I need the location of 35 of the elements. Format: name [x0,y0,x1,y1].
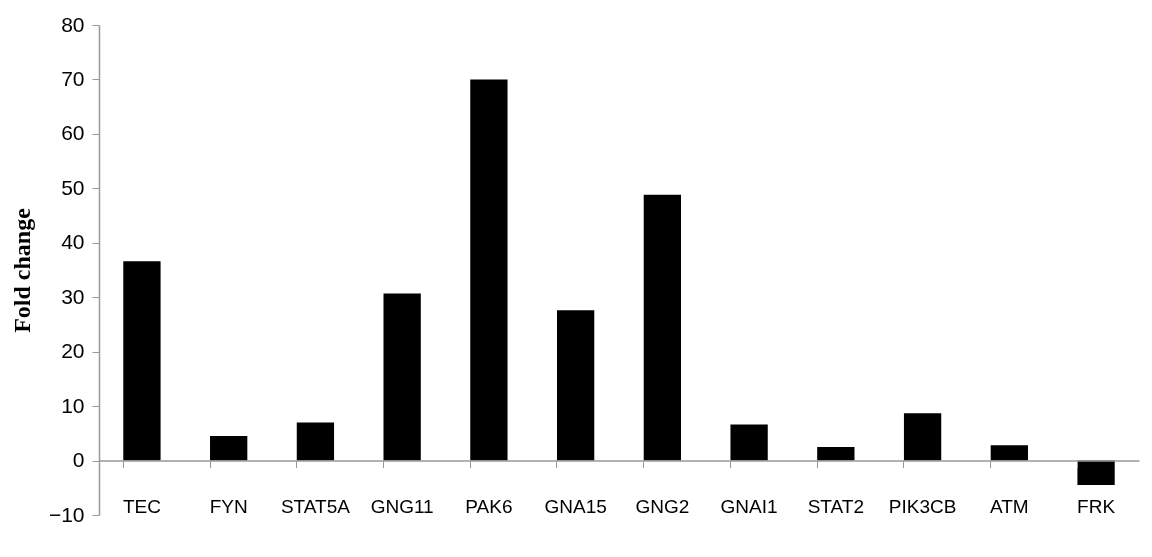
bar [296,422,335,461]
y-tick-label: −10 [48,502,85,526]
x-tick-label: GNG2 [635,496,690,518]
x-tick-label: GNG11 [370,496,434,518]
x-tick-label: PIK3CB [888,496,957,518]
x-tick-label: STAT2 [807,496,864,518]
y-axis-title: Fold change [8,207,35,333]
y-tick-label: 10 [61,393,85,417]
y-tick-label: 40 [61,230,85,254]
bar [817,446,855,461]
y-tick-label: 30 [61,284,85,308]
x-tick-label: GNAI1 [720,496,778,518]
bar [556,310,595,461]
y-tick-label: 80 [61,12,85,36]
bar [210,436,248,461]
y-tick-label: 70 [61,66,85,90]
bar [990,445,1028,461]
bar [643,194,682,461]
bar [123,261,161,461]
y-tick-label: 50 [61,175,85,199]
y-tick-label: 60 [61,121,85,145]
bar [470,79,508,461]
y-tick-label: 0 [72,448,85,472]
y-tick-label: 20 [61,339,85,363]
x-tick-label: FYN [209,496,248,518]
x-tick-label: STAT5A [280,496,351,518]
bar [903,413,942,461]
bar [1077,460,1115,486]
x-tick-label: FRK [1077,496,1116,518]
bar [730,424,768,461]
x-tick-label: PAK6 [465,496,513,518]
x-tick-label: ATM [989,496,1029,518]
bar [383,293,421,461]
x-tick-label: GNA15 [544,496,607,518]
x-tick-label: TEC [122,496,161,518]
